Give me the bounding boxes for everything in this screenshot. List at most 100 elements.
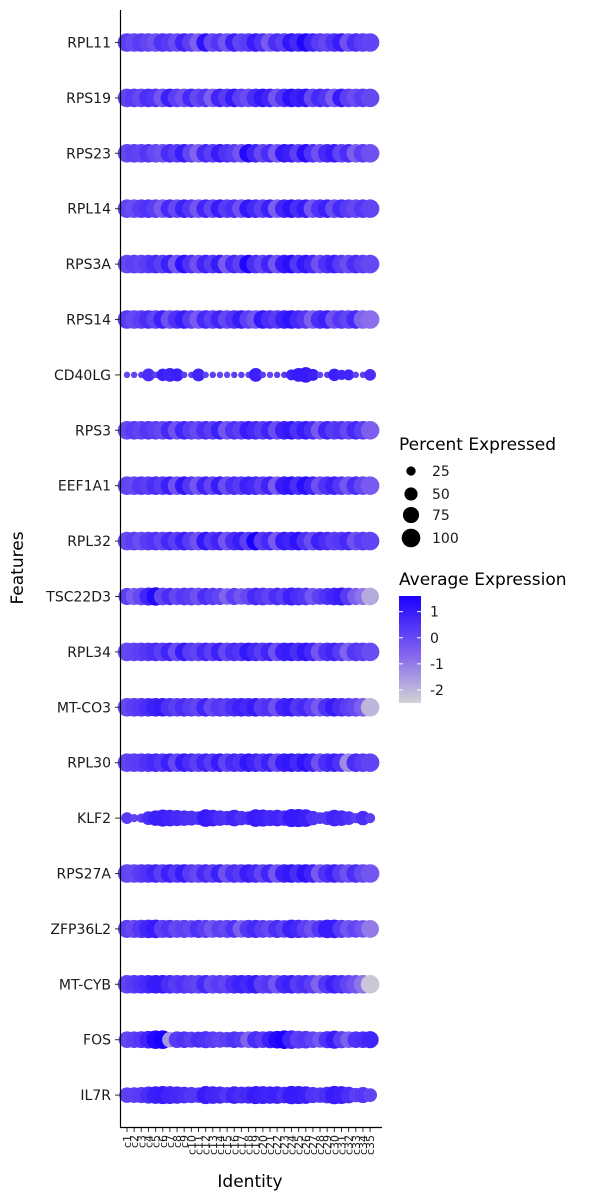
- dot-cd40lg-c9: [180, 371, 188, 379]
- dot-cd40lg-c2: [130, 371, 138, 379]
- color-legend: Average Expression 1 0 -1 -2: [399, 570, 567, 703]
- x-tick-label: c22: [271, 1135, 284, 1155]
- size-legend-label: 100: [432, 531, 459, 547]
- x-tick-label: c11: [193, 1135, 206, 1155]
- dot-mt-cyb-c35: [360, 975, 380, 994]
- x-tick-label: c33: [350, 1135, 363, 1155]
- x-tick-label: c19: [250, 1135, 263, 1155]
- feature-row-eef1a1: [117, 476, 380, 496]
- x-tick-label: c27: [307, 1135, 320, 1155]
- dot-cd40lg-c28: [316, 371, 324, 379]
- x-tick-label: c14: [214, 1135, 227, 1155]
- y-tick-label: RPS19: [66, 91, 111, 107]
- feature-row-rps19: [117, 88, 380, 108]
- dot-rpl11-c35: [360, 33, 380, 52]
- feature-row-fos: [118, 1030, 379, 1049]
- color-legend-label: 0: [430, 631, 439, 647]
- x-tick-label: c4: [142, 1135, 155, 1148]
- x-axis-title: Identity: [217, 1172, 282, 1192]
- dot-cd40lg-c12: [202, 371, 209, 379]
- feature-row-rps3: [117, 421, 380, 440]
- x-tick-label: c16: [228, 1135, 241, 1155]
- x-tick-label: c17: [235, 1135, 248, 1155]
- size-legend-dot: [402, 506, 420, 524]
- y-tick-label: RPS27A: [57, 867, 112, 883]
- x-tick-label: c15: [221, 1135, 234, 1155]
- feature-row-rpl32: [117, 531, 380, 551]
- dot-klf2-c2: [129, 813, 139, 823]
- dot-klf2-c1: [121, 812, 133, 824]
- dot-cd40lg-c11: [192, 368, 205, 382]
- feature-row-rpl34: [117, 642, 380, 662]
- y-tick-label: RPL14: [67, 202, 111, 218]
- size-legend-label: 50: [432, 487, 450, 503]
- x-tick-label: c12: [200, 1135, 213, 1155]
- y-tick-label: CD40LG: [54, 368, 111, 384]
- size-legend: Percent Expressed 25 50 75 100: [399, 435, 556, 548]
- color-legend-label: 1: [430, 605, 439, 621]
- y-tick-label: RPL32: [67, 534, 111, 550]
- size-legend-dot: [404, 487, 418, 501]
- dot-rpl14-c35: [360, 199, 380, 218]
- y-tick-label: IL7R: [80, 1088, 111, 1104]
- y-tick-label: FOS: [83, 1033, 111, 1049]
- dot-rps3a-c35: [360, 254, 380, 274]
- dot-cd40lg-c13: [209, 371, 217, 379]
- x-tick-label: c26: [300, 1135, 313, 1155]
- dot-fos-c35: [361, 1031, 379, 1049]
- dot-cd40lg-c30: [328, 368, 341, 382]
- y-tick-label: RPS23: [66, 146, 111, 162]
- color-legend-bar: [399, 596, 421, 703]
- feature-row-il7r: [119, 1085, 377, 1105]
- x-tick-label: c3: [135, 1135, 148, 1148]
- dot-cd40lg-c33: [352, 371, 360, 379]
- dot-cd40lg-c14: [216, 371, 224, 379]
- dot-rps19-c35: [360, 88, 380, 108]
- y-tick-label: KLF2: [77, 811, 111, 827]
- dot-cd40lg-c15: [223, 371, 231, 379]
- feature-row-tsc22d3: [118, 587, 379, 606]
- dot-zfp36l2-c35: [361, 919, 380, 938]
- y-axis-ticks: RPL11 RPS19 RPS23 RPL14 RPS3A RPS14 CD40LG RPS3…: [45, 36, 120, 1104]
- x-axis-ticks: c1c2c3c4c5c6c7c8c9c10c11c12c13c14c15c16c…: [121, 1128, 377, 1155]
- dots-layer: [117, 33, 380, 1105]
- x-tick-label: c31: [336, 1135, 349, 1155]
- size-legend-label: 25: [432, 464, 450, 480]
- feature-row-rps27a: [117, 864, 380, 883]
- color-legend-label: -1: [430, 657, 444, 673]
- feature-row-rps14: [117, 310, 380, 329]
- y-tick-label: RPS14: [66, 313, 111, 329]
- x-tick-label: c20: [257, 1135, 270, 1155]
- dot-rps3-c35: [360, 421, 380, 440]
- dot-cd40lg-c4: [142, 368, 155, 382]
- y-tick-label: MT-CO3: [57, 700, 111, 716]
- x-tick-label: c23: [278, 1135, 291, 1155]
- feature-row-mt-co3: [117, 698, 380, 717]
- dot-rps23-c35: [360, 144, 380, 163]
- x-tick-label: c28: [314, 1135, 327, 1155]
- dot-cd40lg-c17: [238, 371, 245, 379]
- feature-row-mt-cyb: [117, 975, 380, 994]
- x-tick-label: c35: [364, 1135, 377, 1155]
- x-tick-label: c25: [293, 1135, 306, 1155]
- x-tick-label: c7: [164, 1135, 177, 1148]
- dot-mt-co3-c35: [360, 698, 380, 717]
- x-tick-label: c34: [357, 1135, 370, 1155]
- size-legend-dot: [401, 528, 421, 548]
- y-axis-title: Features: [8, 531, 28, 604]
- dot-rps14-c35: [360, 310, 380, 329]
- dot-cd40lg-c20: [259, 371, 267, 379]
- y-tick-label: EEF1A1: [58, 479, 111, 495]
- dot-cd40lg-c8: [170, 368, 184, 382]
- y-tick-label: ZFP36L2: [50, 922, 111, 938]
- x-tick-label: c6: [157, 1135, 170, 1148]
- dot-cd40lg-c32: [343, 369, 355, 381]
- y-tick-label: MT-CYB: [59, 977, 111, 993]
- x-tick-label: c9: [178, 1135, 191, 1148]
- x-tick-label: c32: [343, 1135, 356, 1155]
- x-tick-label: c8: [171, 1135, 184, 1148]
- feature-row-zfp36l2: [117, 919, 380, 939]
- x-tick-label: c29: [321, 1135, 334, 1155]
- size-legend-title: Percent Expressed: [399, 435, 556, 455]
